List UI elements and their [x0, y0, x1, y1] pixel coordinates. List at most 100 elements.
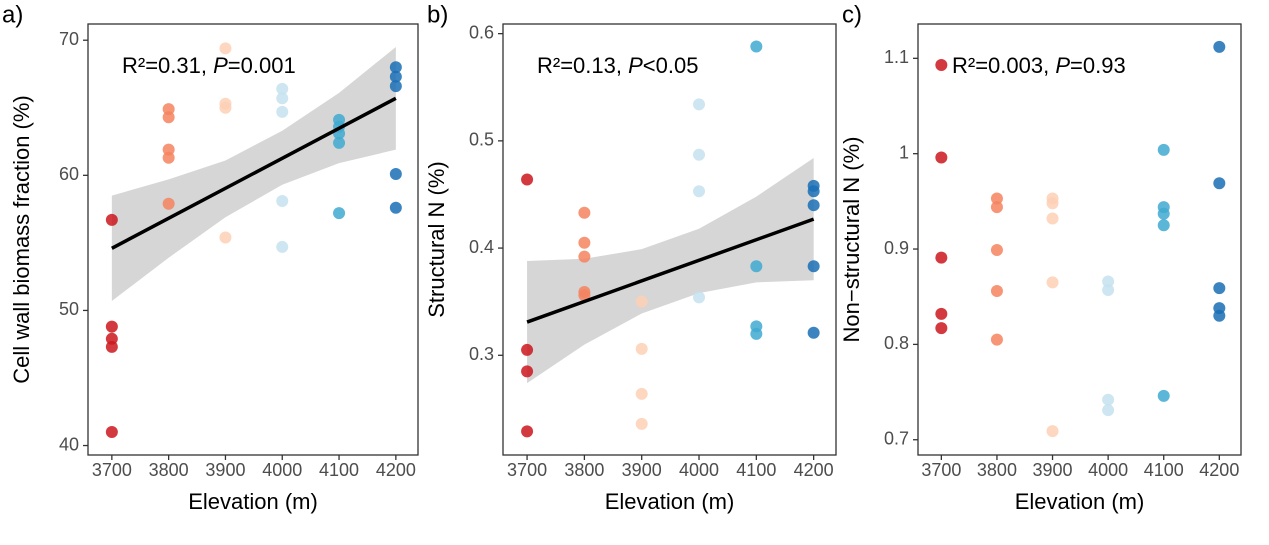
annotation: R²=0.003, P=0.93 [952, 53, 1126, 78]
data-point [521, 343, 534, 356]
data-point [1102, 284, 1115, 297]
x-tick-label: 4100 [1144, 460, 1184, 480]
data-point [389, 201, 402, 214]
annotation-part: R²=0.13, [537, 53, 628, 78]
data-point [807, 260, 820, 273]
data-point [1213, 282, 1226, 295]
data-point [935, 322, 948, 335]
data-point [990, 243, 1003, 256]
data-point [990, 192, 1003, 205]
data-point [276, 105, 289, 118]
data-point [578, 289, 591, 302]
data-point [521, 365, 534, 378]
regression-line [526, 217, 815, 324]
data-point [750, 327, 763, 340]
data-point [333, 207, 346, 220]
data-point [990, 284, 1003, 297]
data-point [389, 80, 402, 93]
data-point [693, 98, 706, 111]
data-point [276, 240, 289, 253]
x-tick-label: 3900 [205, 460, 245, 480]
data-point [105, 426, 118, 439]
x-tick-label: 4200 [794, 460, 834, 480]
annotation-part: <0.05 [643, 53, 699, 78]
x-tick-label: 4100 [319, 460, 359, 480]
y-tick-label: 0.4 [469, 237, 494, 257]
data-point [693, 185, 706, 198]
data-point [1102, 393, 1115, 406]
data-point [807, 199, 820, 212]
data-point [105, 320, 118, 333]
x-tick-label: 3800 [977, 460, 1017, 480]
data-point [693, 291, 706, 304]
y-axis-title: Structural N (%) [424, 161, 449, 317]
regression-line [111, 96, 397, 250]
y-axis-title: Cell wall biomass fraction (%) [9, 95, 34, 384]
y-tick-label: 40 [59, 434, 79, 454]
y-axis-title: Non−structural N (%) [839, 136, 864, 342]
data-point [162, 197, 175, 210]
data-point [521, 173, 534, 186]
y-tick-label: 50 [59, 299, 79, 319]
data-point [1213, 177, 1226, 190]
data-point [750, 40, 763, 53]
data-point [1102, 275, 1115, 288]
data-point [1157, 207, 1170, 220]
annotation-part: P [213, 53, 228, 78]
data-point [750, 260, 763, 273]
data-point [935, 151, 948, 164]
x-tick-label: 3800 [149, 460, 189, 480]
data-point [1213, 309, 1226, 322]
data-point [276, 82, 289, 95]
x-tick-label: 3700 [507, 460, 547, 480]
data-point [276, 92, 289, 105]
data-point [935, 307, 948, 320]
annotation-part: R²=0.003, [952, 53, 1055, 78]
y-tick-label: 60 [59, 164, 79, 184]
y-tick-label: 0.7 [884, 428, 909, 448]
x-axis-title: Elevation (m) [188, 489, 318, 514]
plot-frame [917, 23, 1242, 456]
x-tick-label: 4000 [679, 460, 719, 480]
x-tick-label: 3900 [622, 460, 662, 480]
data-point [635, 387, 648, 400]
data-point [990, 201, 1003, 214]
data-point [521, 425, 534, 438]
data-point [578, 206, 591, 219]
y-tick-label: 0.9 [884, 238, 909, 258]
x-tick-label: 3700 [92, 460, 132, 480]
x-axis-title: Elevation (m) [1015, 489, 1145, 514]
data-point [807, 185, 820, 198]
data-point [162, 111, 175, 124]
data-point [635, 295, 648, 308]
plot-frame [502, 23, 837, 456]
annotation: R²=0.31, P=0.001 [122, 53, 296, 78]
data-point [105, 213, 118, 226]
data-point [635, 417, 648, 430]
y-tick-label: 0.6 [469, 22, 494, 42]
data-point [389, 70, 402, 83]
data-point [1157, 219, 1170, 232]
x-tick-label: 3700 [921, 460, 961, 480]
annotation-part: =0.001 [228, 53, 296, 78]
data-point [219, 101, 232, 114]
data-point [389, 61, 402, 74]
data-point [389, 167, 402, 180]
annotation-part: R²=0.31, [122, 53, 213, 78]
y-tick-label: 70 [59, 29, 79, 49]
data-point [276, 194, 289, 207]
x-axis-title: Elevation (m) [605, 489, 735, 514]
x-tick-label: 4000 [262, 460, 302, 480]
x-tick-label: 3900 [1033, 460, 1073, 480]
panel-label: c) [842, 1, 862, 28]
y-tick-label: 0.5 [469, 130, 494, 150]
data-point [807, 326, 820, 339]
data-point [578, 236, 591, 249]
data-point [693, 148, 706, 161]
data-point [1157, 389, 1170, 402]
x-tick-label: 4000 [1088, 460, 1128, 480]
annotation-part: =0.93 [1070, 53, 1126, 78]
data-point [105, 340, 118, 353]
data-point [162, 151, 175, 164]
y-tick-label: 0.3 [469, 344, 494, 364]
